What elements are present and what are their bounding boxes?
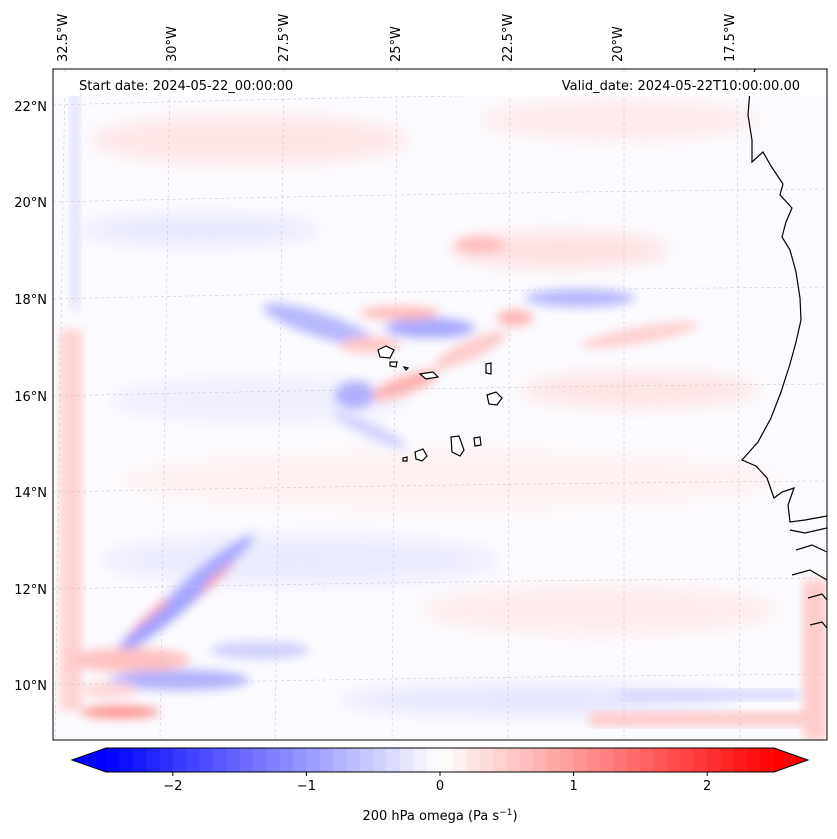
lat-label: 18°N <box>14 293 47 308</box>
colorbar-tick-label: 1 <box>569 779 577 794</box>
colorbar-swatch <box>520 748 534 772</box>
colorbar-swatch <box>573 748 588 772</box>
colorbar-swatch <box>333 748 347 772</box>
colorbar-swatch <box>760 748 775 772</box>
omega-field <box>60 90 827 740</box>
colorbar-swatch <box>346 748 361 772</box>
lon-label: 20°W <box>611 26 626 62</box>
colorbar-swatch <box>306 748 321 772</box>
colorbar-swatch <box>693 748 708 772</box>
colorbar: −2 −1 0 1 2 200 hPa omega (Pa s−1) <box>70 747 810 824</box>
colorbar-swatch <box>733 748 748 772</box>
colorbar-outline <box>70 747 810 773</box>
lon-label: 22.5°W <box>501 14 516 62</box>
colorbar-swatches <box>106 748 775 772</box>
colorbar-max-extension <box>774 748 808 772</box>
colorbar-swatch <box>199 748 214 772</box>
colorbar-swatch <box>226 748 240 772</box>
longitude-labels: 32.5°W 30°W 27.5°W 25°W 22.5°W 20°W 17.5… <box>56 14 738 62</box>
colorbar-swatch <box>627 748 641 772</box>
colorbar-swatch <box>680 748 695 772</box>
colorbar-swatch <box>453 748 468 772</box>
colorbar-swatch <box>600 748 615 772</box>
map-frame <box>52 68 828 741</box>
lat-label: 20°N <box>14 196 47 211</box>
colorbar-swatch <box>426 748 441 772</box>
colorbar-swatch <box>533 748 548 772</box>
lon-label: 30°W <box>165 26 180 62</box>
colorbar-swatch <box>279 748 294 772</box>
colorbar-swatch <box>212 748 227 772</box>
colorbar-swatch <box>373 748 387 772</box>
colorbar-swatch <box>386 748 401 772</box>
colorbar-swatch <box>172 748 187 772</box>
colorbar-swatch <box>119 748 134 772</box>
colorbar-label: 200 hPa omega (Pa s−1) <box>362 808 517 824</box>
colorbar-swatch <box>106 748 120 772</box>
lat-label: 16°N <box>14 390 47 405</box>
colorbar-swatch <box>560 748 574 772</box>
start-date-label: Start date: 2024-05-22_00:00:00 <box>79 79 293 94</box>
colorbar-swatch <box>399 748 414 772</box>
lon-label: 17.5°W <box>723 14 738 62</box>
graticule <box>52 68 828 741</box>
colorbar-swatch <box>506 748 521 772</box>
colorbar-swatch <box>640 748 655 772</box>
colorbar-swatch <box>146 748 160 772</box>
colorbar-swatch <box>239 748 254 772</box>
colorbar-swatch <box>707 748 721 772</box>
colorbar-tick-label: −2 <box>163 779 182 794</box>
lat-label: 14°N <box>14 486 47 501</box>
colorbar-swatch <box>480 748 494 772</box>
colorbar-swatch <box>319 748 334 772</box>
colorbar-swatch <box>466 748 481 772</box>
colorbar-swatch <box>440 748 454 772</box>
lat-label: 10°N <box>14 679 47 694</box>
lon-label: 32.5°W <box>56 14 71 62</box>
colorbar-swatch <box>667 748 681 772</box>
colorbar-swatch <box>252 748 267 772</box>
lat-label: 12°N <box>14 583 47 598</box>
colorbar-swatch <box>186 748 200 772</box>
colorbar-swatch <box>132 748 147 772</box>
colorbar-swatch <box>586 748 601 772</box>
colorbar-swatch <box>613 748 628 772</box>
date-label-band <box>53 72 827 96</box>
colorbar-swatch <box>293 748 307 772</box>
lon-label: 25°W <box>389 26 404 62</box>
map-panel: Start date: 2024-05-22_00:00:00 Valid_da… <box>52 68 828 741</box>
colorbar-swatch <box>413 748 428 772</box>
colorbar-ticks: −2 −1 0 1 2 <box>163 772 711 794</box>
cape-verde-islands <box>377 345 503 462</box>
colorbar-swatch <box>159 748 174 772</box>
colorbar-swatch <box>359 748 374 772</box>
colorbar-tick-label: −1 <box>297 779 316 794</box>
colorbar-swatch <box>747 748 762 772</box>
colorbar-swatch <box>493 748 508 772</box>
lat-label: 22°N <box>14 100 47 115</box>
valid-date-label: Valid_date: 2024-05-22T10:00:00.00 <box>562 79 800 94</box>
colorbar-min-extension <box>72 748 106 772</box>
colorbar-swatch <box>720 748 735 772</box>
colorbar-swatch <box>546 748 561 772</box>
lon-label: 27.5°W <box>277 14 292 62</box>
colorbar-swatch <box>653 748 668 772</box>
colorbar-swatch <box>266 748 281 772</box>
latitude-labels: 22°N 20°N 18°N 16°N 14°N 12°N 10°N <box>14 100 47 694</box>
colorbar-tick-label: 0 <box>436 779 444 794</box>
coastline <box>740 68 828 629</box>
colorbar-tick-label: 2 <box>703 779 711 794</box>
